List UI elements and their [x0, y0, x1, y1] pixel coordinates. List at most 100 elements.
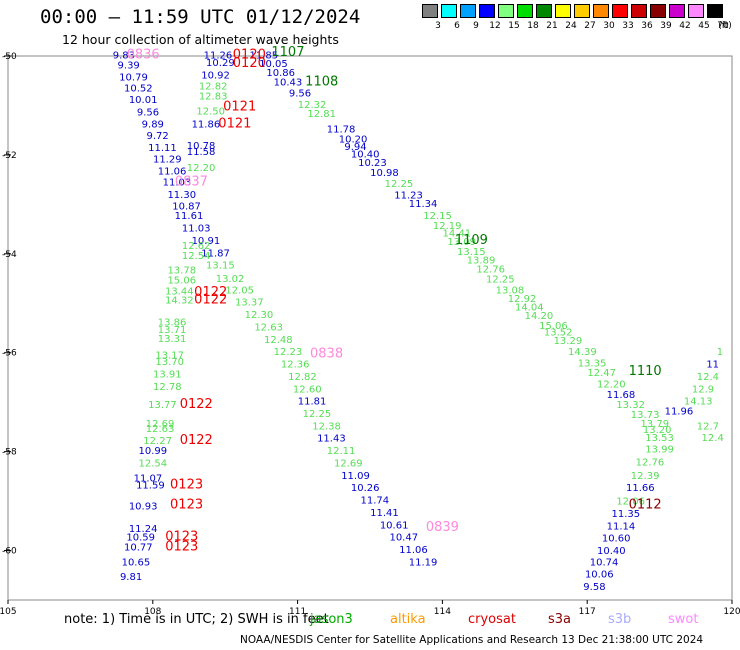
wave-height-label: 12.82	[199, 82, 228, 93]
legend-swatch	[593, 4, 609, 18]
wave-height-label: 11.29	[153, 154, 182, 165]
legend-value: 3	[435, 21, 441, 31]
wave-height-label: 13.86	[158, 318, 187, 329]
wave-height-label: 11.61	[175, 211, 204, 222]
wave-height-label: 0122	[194, 285, 227, 300]
wave-height-label: 1110	[629, 364, 662, 379]
wave-height-label: 11.81	[298, 397, 327, 408]
wave-height-label: 12.36	[281, 360, 310, 371]
wave-height-label: 9.58	[583, 582, 605, 593]
legend-swatch	[631, 4, 647, 18]
legend-swatch	[498, 4, 514, 18]
wave-height-label: 9.39	[118, 60, 140, 71]
wave-height-label: 13.78	[167, 266, 196, 277]
legend-value: 6	[454, 21, 460, 31]
wave-height-label: 13.71	[158, 325, 187, 336]
wave-height-label: 0122	[194, 292, 227, 307]
x-tick-label: 120	[723, 607, 740, 617]
wave-height-label: 13.02	[216, 274, 245, 285]
legend-unit: (ft)	[718, 21, 732, 31]
wave-height-label: 11.06	[399, 545, 428, 556]
wave-height-label: 12.20	[187, 163, 216, 174]
wave-height-label: 12.05	[225, 285, 254, 296]
wave-height-label: 11.14	[607, 521, 636, 532]
wave-height-label: 10.05	[259, 59, 288, 70]
wave-height-label: 10.61	[380, 520, 409, 531]
wave-height-label: 11.03	[163, 178, 192, 189]
mission-swot: swot	[668, 612, 699, 627]
wave-height-label: 12.60	[293, 384, 322, 395]
wave-height-label: 12.9	[692, 384, 714, 395]
wave-height-label: 11.19	[409, 557, 438, 568]
wave-height-label: 12.06	[616, 497, 645, 508]
wave-height-label: 0123	[165, 530, 198, 545]
wave-height-label: 12.19	[433, 221, 462, 232]
wave-height-label: 1	[717, 347, 723, 358]
wave-height-label: 0121	[218, 117, 251, 132]
wave-height-label: 12.81	[307, 109, 336, 120]
wave-height-label: 12.32	[298, 100, 327, 111]
y-tick-label: -54	[2, 250, 17, 260]
wave-height-label: 13.37	[235, 298, 264, 309]
wave-height-label: 12.76	[476, 265, 505, 276]
wave-height-label: 10.40	[351, 149, 380, 160]
wave-height-label: 11.03	[182, 224, 211, 235]
x-tick-label: 114	[434, 607, 451, 617]
wave-height-label: 15.06	[539, 321, 568, 332]
wave-height-label: 9.89	[142, 120, 164, 131]
wave-height-label: 10.87	[172, 201, 201, 212]
wave-height-label: 10.92	[201, 70, 230, 81]
wave-height-label: 12.25	[486, 275, 515, 286]
wave-height-label: 10.59	[126, 533, 155, 544]
legend-swatch	[688, 4, 704, 18]
wave-height-label: 11.86	[192, 120, 221, 131]
legend-swatch	[517, 4, 533, 18]
wave-height-label: 13.17	[155, 351, 184, 362]
wave-height-label: 12.92	[508, 294, 537, 305]
wave-height-label: 11	[706, 360, 719, 371]
wave-height-label: 14.04	[515, 303, 544, 314]
wave-height-label: 9.81	[120, 572, 142, 583]
plot-frame	[7, 55, 733, 601]
mission-altika: altika	[390, 612, 426, 627]
wave-height-label: 0122	[180, 397, 213, 412]
wave-height-label: 12.27	[143, 436, 172, 447]
legend-value: 18	[527, 21, 539, 31]
wave-height-label: 11.34	[409, 199, 438, 210]
wave-height-label: 12.69	[334, 458, 363, 469]
wave-height-label: 12.23	[274, 347, 303, 358]
wave-height-label: 13.15	[206, 261, 235, 272]
wave-height-label: 12.38	[312, 421, 341, 432]
wave-height-label: 10.60	[602, 534, 631, 545]
wave-height-label: 1107	[271, 45, 304, 60]
wave-height-label: 12.7	[697, 421, 719, 432]
wave-height-label: 0838	[310, 347, 343, 362]
wave-height-label: 13.70	[155, 357, 184, 368]
wave-height-label: 11.30	[167, 190, 196, 201]
legend-swatch	[479, 4, 495, 18]
legend-swatch	[460, 4, 476, 18]
y-tick-label: -60	[2, 547, 17, 557]
wave-height-label: 12.15	[423, 211, 452, 222]
wave-height-label: 13.44	[165, 286, 194, 297]
wave-height-label: 9.72	[146, 131, 168, 142]
wave-height-label: 1109	[455, 233, 488, 248]
wave-height-label: 14.13	[684, 397, 713, 408]
wave-height-label: 11.07	[134, 473, 163, 484]
x-tick-label: 117	[579, 607, 596, 617]
wave-height-label: 0112	[629, 498, 662, 513]
wave-height-label: 12.25	[385, 179, 414, 190]
y-tick-label: -56	[2, 349, 17, 359]
wave-height-label: 10.65	[122, 557, 151, 568]
legend-swatch	[612, 4, 628, 18]
wave-height-label: 13.77	[148, 400, 177, 411]
legend-value: 24	[565, 21, 577, 31]
wave-height-label: 10.77	[124, 543, 153, 554]
wave-height-label: 12.63	[254, 322, 283, 333]
wave-height-label: 12.39	[631, 471, 660, 482]
wave-height-label: 11.68	[607, 390, 636, 401]
wave-height-label: 12.82	[288, 372, 317, 383]
page-subtitle: 12 hour collection of altimeter wave hei…	[62, 32, 339, 47]
wave-height-label: 10.79	[119, 73, 148, 84]
wave-height-label: 10.93	[129, 501, 158, 512]
